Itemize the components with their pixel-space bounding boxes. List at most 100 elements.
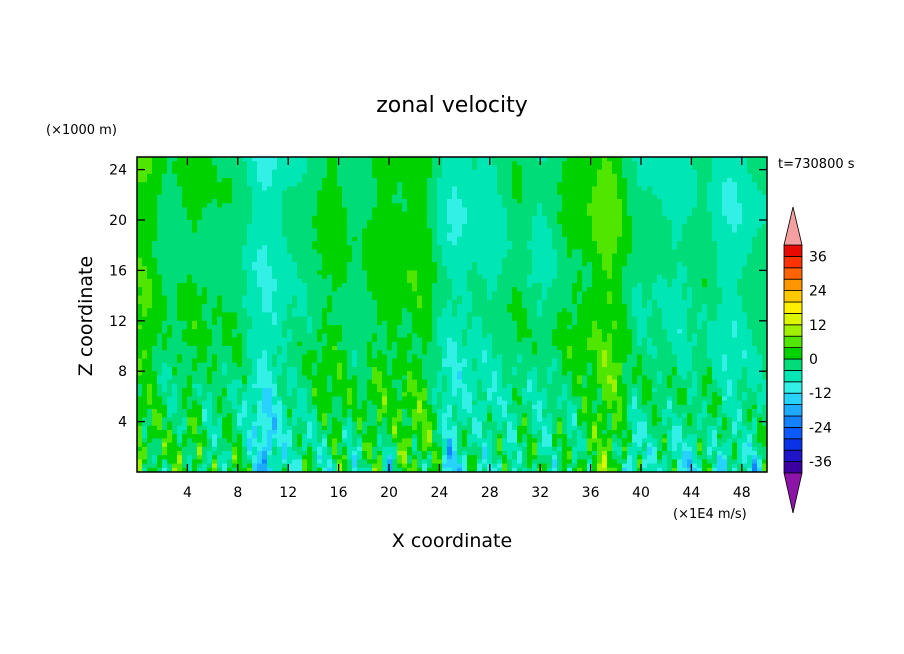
heatmap-cell — [532, 241, 538, 246]
heatmap-cell — [417, 211, 423, 217]
heatmap-cell — [137, 161, 143, 166]
heatmap-cell — [367, 215, 373, 221]
heatmap-cell — [647, 266, 653, 271]
heatmap-cell — [262, 312, 268, 318]
heatmap-cell — [137, 262, 143, 267]
heatmap-cell — [507, 266, 513, 271]
heatmap-cell — [737, 203, 743, 208]
heatmap-cell — [652, 299, 658, 305]
heatmap-cell — [227, 299, 233, 305]
heatmap-cell — [327, 182, 333, 187]
heatmap-cell — [727, 266, 733, 271]
heatmap-cell — [562, 211, 568, 217]
heatmap-cell — [287, 299, 293, 305]
heatmap-cell — [367, 203, 373, 208]
heatmap-cell — [247, 236, 253, 242]
heatmap-cell — [277, 224, 283, 229]
heatmap-cell — [272, 312, 278, 318]
heatmap-cell — [537, 316, 543, 322]
heatmap-cell — [617, 241, 623, 246]
heatmap-cell — [542, 190, 548, 196]
heatmap-cell — [207, 266, 213, 271]
heatmap-cell — [737, 173, 743, 179]
heatmap-cell — [202, 295, 208, 301]
heatmap-cell — [682, 215, 688, 221]
heatmap-cell — [277, 203, 283, 208]
heatmap-cell — [292, 283, 298, 288]
heatmap-cell — [322, 308, 328, 313]
heatmap-cell — [687, 220, 693, 225]
heatmap-cell — [752, 304, 758, 309]
heatmap-cell — [262, 203, 268, 208]
heatmap-cell — [307, 312, 313, 318]
heatmap-cell — [297, 232, 303, 238]
heatmap-cell — [282, 241, 288, 246]
heatmap-cell — [472, 161, 478, 166]
heatmap-cell — [187, 262, 193, 267]
heatmap-cell — [582, 253, 588, 259]
heatmap-cell — [322, 194, 328, 200]
heatmap-cell — [632, 295, 638, 301]
heatmap-cell — [287, 266, 293, 271]
heatmap-cell — [312, 270, 318, 276]
heatmap-cell — [442, 278, 448, 284]
heatmap-cell — [472, 312, 478, 318]
heatmap-cell — [402, 232, 408, 238]
heatmap-cell — [742, 266, 748, 271]
heatmap-cell — [447, 249, 453, 255]
heatmap-cell — [737, 308, 743, 313]
heatmap-cell — [277, 283, 283, 288]
heatmap-cell — [732, 211, 738, 217]
heatmap-cell — [732, 257, 738, 263]
heatmap-cell — [307, 241, 313, 246]
heatmap-cell — [507, 220, 513, 225]
heatmap-cell — [687, 199, 693, 204]
heatmap-cell — [727, 228, 733, 234]
heatmap-cell — [612, 169, 618, 175]
heatmap-cell — [757, 312, 763, 318]
heatmap-cell — [457, 211, 463, 217]
heatmap-cell — [612, 224, 618, 229]
heatmap-cell — [592, 308, 598, 313]
heatmap-cell — [202, 320, 208, 326]
heatmap-cell — [602, 295, 608, 301]
heatmap-cell — [422, 169, 428, 175]
heatmap-cell — [202, 299, 208, 305]
heatmap-cell — [417, 207, 423, 213]
heatmap-cell — [192, 215, 198, 221]
heatmap-cell — [442, 262, 448, 267]
heatmap-cell — [342, 165, 348, 171]
heatmap-cell — [722, 232, 728, 238]
heatmap-cell — [422, 266, 428, 271]
heatmap-cell — [387, 228, 393, 234]
heatmap-cell — [707, 182, 713, 187]
heatmap-cell — [507, 215, 513, 221]
heatmap-cell — [177, 304, 183, 309]
heatmap-cell — [472, 232, 478, 238]
heatmap-cell — [332, 161, 338, 166]
heatmap-cell — [382, 274, 388, 280]
heatmap-cell — [252, 190, 258, 196]
heatmap-cell — [687, 190, 693, 196]
heatmap-cell — [427, 178, 433, 183]
heatmap-cell — [727, 186, 733, 192]
heatmap-cell — [557, 266, 563, 271]
heatmap-cell — [312, 249, 318, 255]
heatmap-cell — [262, 190, 268, 196]
heatmap-cell — [587, 291, 593, 297]
heatmap-cell — [172, 278, 178, 284]
heatmap-cell — [232, 220, 238, 225]
heatmap-cell — [472, 245, 478, 250]
heatmap-cell — [372, 316, 378, 322]
heatmap-cell — [757, 199, 763, 204]
heatmap-cell — [292, 287, 298, 292]
heatmap-cell — [562, 262, 568, 267]
heatmap-cell — [292, 274, 298, 280]
heatmap-cell — [182, 220, 188, 225]
heatmap-cell — [612, 299, 618, 305]
heatmap-cell — [512, 236, 518, 242]
heatmap-cell — [232, 262, 238, 267]
heatmap-cell — [552, 169, 558, 175]
heatmap-cell — [247, 241, 253, 246]
heatmap-cell — [707, 215, 713, 221]
